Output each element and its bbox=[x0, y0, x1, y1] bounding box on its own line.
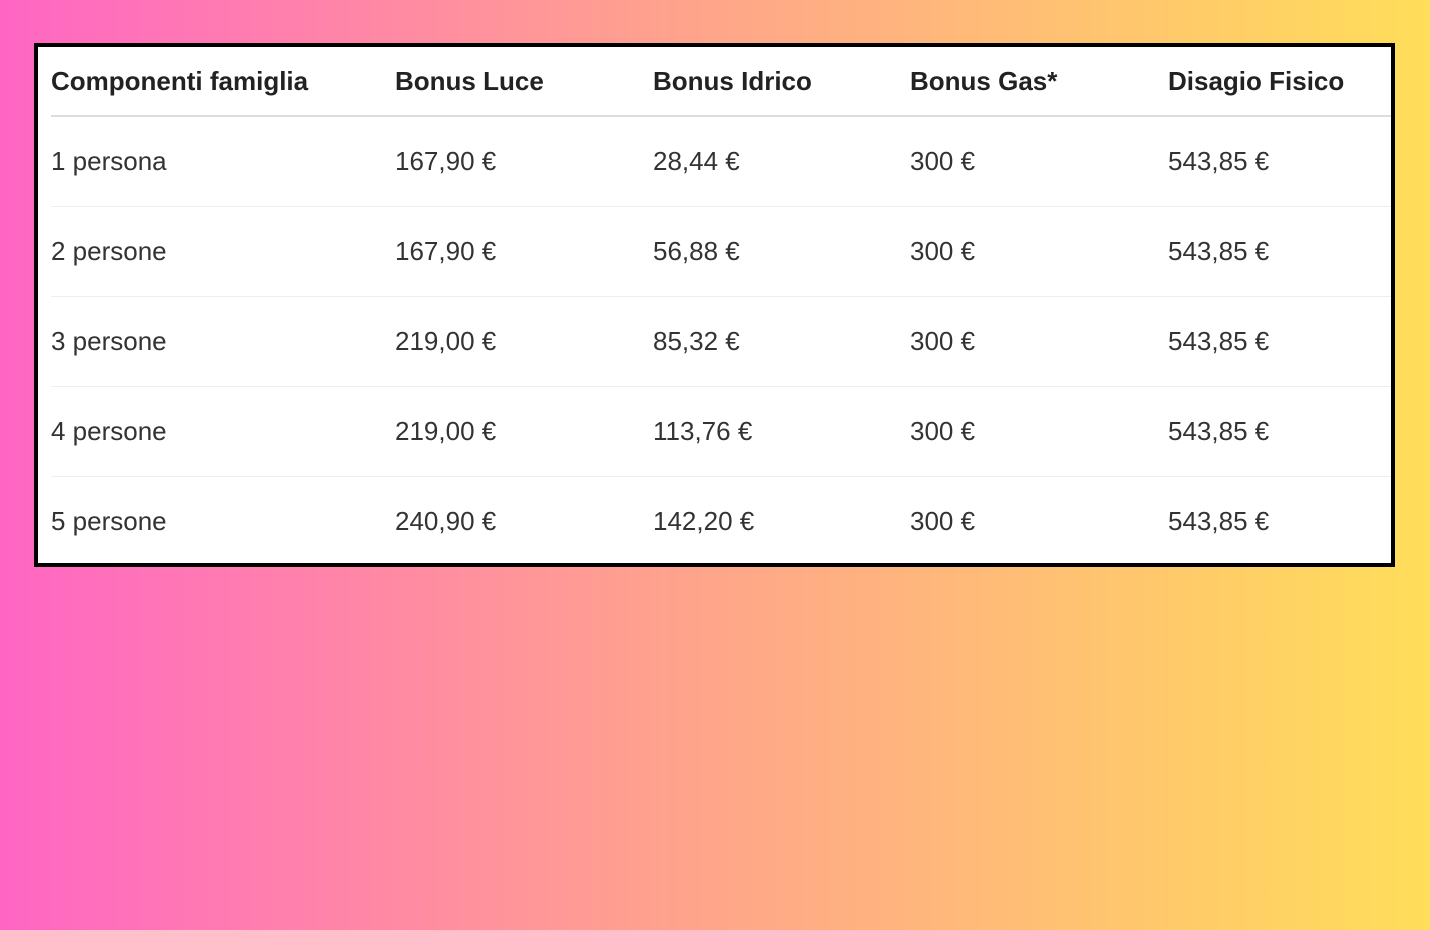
table-row: 5 persone 240,90 € 142,20 € 300 € 543,85 € bbox=[51, 477, 1391, 567]
cell-componenti: 1 persona bbox=[51, 116, 395, 207]
cell-bonus-idrico: 56,88 € bbox=[653, 206, 910, 297]
header-componenti-famiglia: Componenti famiglia bbox=[51, 47, 395, 117]
cell-componenti: 5 persone bbox=[51, 506, 167, 536]
bonus-table-card: Componenti famiglia Bonus Luce Bonus Idr… bbox=[34, 43, 1395, 567]
cell-bonus-gas: 300 € bbox=[910, 386, 1168, 477]
table-row: 2 persone 167,90 €56,88 €300 €543,85 € bbox=[51, 206, 1391, 297]
cell-bonus-gas: 300 € bbox=[910, 296, 1168, 387]
cell-bonus-luce: 167,90 € bbox=[395, 116, 653, 207]
table-row: 3 persone 219,00 €85,32 €300 €543,85 € bbox=[51, 296, 1391, 387]
table-row: 4 persone 219,00 €113,76 €300 €543,85 € bbox=[51, 386, 1391, 477]
table-header-row: Componenti famiglia Bonus Luce Bonus Idr… bbox=[51, 47, 1391, 117]
cell-bonus-luce: 240,90 € bbox=[395, 506, 497, 536]
cell-componenti: 3 persone bbox=[51, 296, 395, 387]
header-bonus-gas: Bonus Gas* bbox=[910, 47, 1168, 117]
cell-disagio-fisico: 543,85 € bbox=[1168, 296, 1391, 387]
table-row: 1 persona 167,90 €28,44 €300 €543,85 € bbox=[51, 116, 1391, 207]
cell-bonus-idrico: 142,20 € bbox=[653, 506, 755, 536]
cell-bonus-idrico: 113,76 € bbox=[653, 386, 910, 477]
cell-bonus-idrico: 85,32 € bbox=[653, 296, 910, 387]
cell-bonus-luce: 219,00 € bbox=[395, 386, 653, 477]
cell-bonus-gas: 300 € bbox=[910, 506, 976, 536]
header-disagio-fisico: Disagio Fisico bbox=[1168, 47, 1391, 117]
cell-bonus-luce: 167,90 € bbox=[395, 206, 653, 297]
header-bonus-idrico: Bonus Idrico bbox=[653, 47, 910, 117]
cell-disagio-fisico: 543,85 € bbox=[1168, 386, 1391, 477]
cell-bonus-idrico: 28,44 € bbox=[653, 116, 910, 207]
bonus-table: Componenti famiglia Bonus Luce Bonus Idr… bbox=[51, 47, 1391, 566]
cell-bonus-gas: 300 € bbox=[910, 206, 1168, 297]
cell-bonus-gas: 300 € bbox=[910, 116, 1168, 207]
cell-componenti: 2 persone bbox=[51, 206, 395, 297]
header-bonus-luce: Bonus Luce bbox=[395, 47, 653, 117]
cell-disagio-fisico: 543,85 € bbox=[1168, 506, 1270, 536]
cell-bonus-luce: 219,00 € bbox=[395, 296, 653, 387]
cell-disagio-fisico: 543,85 € bbox=[1168, 116, 1391, 207]
cell-disagio-fisico: 543,85 € bbox=[1168, 206, 1391, 297]
cell-componenti: 4 persone bbox=[51, 386, 395, 477]
